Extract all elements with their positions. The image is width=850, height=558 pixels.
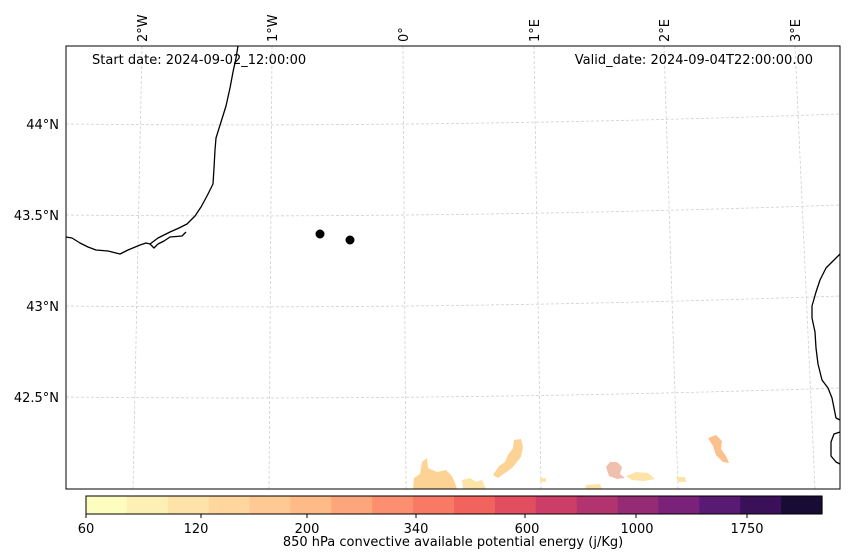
colorbar-tick-label: 60 <box>78 522 95 537</box>
coastline-mediterranean <box>811 253 841 421</box>
station-markers <box>315 229 355 245</box>
valid-date-label: Valid_date: 2024-09-04T22:00:00.00 <box>575 53 813 68</box>
cape-patch <box>626 472 655 481</box>
cape-patch <box>462 478 486 489</box>
colorbar-cell <box>372 496 414 514</box>
meridian-2w <box>132 45 143 490</box>
coastline-bay-of-biscay <box>65 45 239 255</box>
colorbar-cell <box>413 496 455 514</box>
cape-field <box>413 435 729 489</box>
coastline <box>65 45 841 465</box>
map-panel: Start date: 2024-09-02_12:00:00 Valid_da… <box>65 45 841 490</box>
lon-label: 1°E <box>528 19 543 42</box>
cape-patch <box>493 439 523 478</box>
colorbar-cell <box>494 496 537 514</box>
lat-label: 43°N <box>26 300 59 315</box>
colorbar-ticks <box>85 514 748 518</box>
lon-label: 2°E <box>658 19 673 42</box>
colorbar-cell <box>331 496 373 514</box>
cape-patch <box>540 478 546 482</box>
colorbar-cell <box>208 496 251 514</box>
map-border <box>65 45 841 490</box>
colorbar-cell <box>617 496 660 514</box>
colorbar-title: 850 hPa convective available potential e… <box>283 535 623 550</box>
colorbar-cells <box>86 496 823 514</box>
colorbar-tick-label: 1000 <box>620 522 653 537</box>
meridian-3e <box>794 45 816 490</box>
colorbar-tick-label: 200 <box>295 522 320 537</box>
latitude-labels: 44°N 43.5°N 43°N 42.5°N <box>14 118 59 406</box>
lat-label: 42.5°N <box>14 391 59 406</box>
meridian-0 <box>402 45 407 490</box>
graticule <box>65 45 841 490</box>
cape-patch <box>606 462 625 479</box>
colorbar-cell <box>740 496 782 514</box>
lat-label: 44°N <box>26 118 59 133</box>
parallel-43-5n <box>65 204 841 217</box>
cape-patch <box>585 484 602 489</box>
colorbar: 60 120 200 340 600 1000 1750 850 hPa con… <box>78 495 823 550</box>
colorbar-cell <box>454 496 496 514</box>
lon-label: 3°E <box>789 19 804 42</box>
meridian-1e <box>533 45 542 490</box>
colorbar-tick-label: 600 <box>515 522 540 537</box>
colorbar-cell <box>126 496 169 514</box>
parallel-42-5n <box>65 387 841 399</box>
colorbar-tick-label: 340 <box>404 522 429 537</box>
cape-patch <box>708 435 729 463</box>
colorbar-cell <box>781 496 823 514</box>
colorbar-cell <box>167 496 210 514</box>
meridian-1w <box>268 45 273 490</box>
longitude-labels: 2°W 1°W 0° 1°E 2°E 3°E <box>136 14 804 42</box>
colorbar-tick-label: 120 <box>184 522 209 537</box>
colorbar-cell <box>699 496 741 514</box>
map-background <box>66 46 840 489</box>
meridian-2e <box>663 45 679 490</box>
cape-patch <box>413 458 457 489</box>
colorbar-cell <box>535 496 578 514</box>
lon-label: 0° <box>397 27 412 42</box>
colorbar-border <box>85 495 823 515</box>
coastline-detail <box>149 231 187 249</box>
colorbar-cell <box>576 496 619 514</box>
lat-label: 43.5°N <box>14 209 59 224</box>
colorbar-cell <box>290 496 332 514</box>
marker-point-b[interactable] <box>345 235 355 245</box>
colorbar-cell <box>249 496 292 514</box>
marker-point-a[interactable] <box>315 229 325 239</box>
colorbar-cell <box>658 496 700 514</box>
lon-label: 1°W <box>266 14 281 42</box>
parallel-43n <box>65 295 841 308</box>
lon-label: 2°W <box>136 14 151 42</box>
colorbar-cell <box>86 496 128 514</box>
start-date-label: Start date: 2024-09-02_12:00:00 <box>92 53 306 68</box>
colorbar-tick-labels: 60 120 200 340 600 1000 1750 <box>78 522 764 537</box>
colorbar-tick-label: 1750 <box>730 522 763 537</box>
cape-patch <box>676 477 686 482</box>
parallel-44n <box>65 113 841 126</box>
coastline-mediterranean-south <box>830 431 841 465</box>
